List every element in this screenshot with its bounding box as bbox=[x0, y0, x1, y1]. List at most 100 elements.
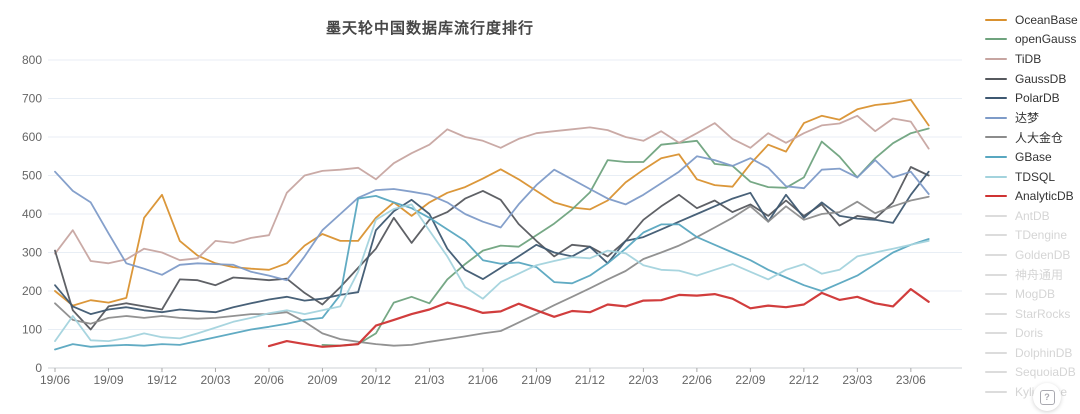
legend-item-Doris[interactable]: Doris bbox=[985, 324, 1080, 344]
x-axis-label: 21/06 bbox=[468, 373, 498, 387]
legend-item-GaussDB[interactable]: GaussDB bbox=[985, 69, 1080, 89]
legend-swatch bbox=[985, 351, 1007, 354]
legend-item-人大金仓[interactable]: 人大金仓 bbox=[985, 128, 1080, 148]
x-axis-label: 20/06 bbox=[254, 373, 284, 387]
legend-item-AnalyticDB[interactable]: AnalyticDB bbox=[985, 186, 1080, 206]
x-axis-label: 19/09 bbox=[93, 373, 123, 387]
series-line-openGauss[interactable] bbox=[321, 127, 930, 347]
legend-swatch bbox=[985, 136, 1007, 139]
series-line-GaussDB[interactable] bbox=[54, 166, 930, 331]
legend-swatch bbox=[985, 195, 1007, 198]
legend-label: TiDB bbox=[1015, 51, 1042, 66]
legend-swatch bbox=[985, 371, 1007, 374]
y-axis-label: 500 bbox=[22, 169, 42, 183]
legend-label: PolarDB bbox=[1015, 91, 1060, 106]
legend-label: 人大金仓 bbox=[1015, 130, 1064, 145]
legend-item-AntDB[interactable]: AntDB bbox=[985, 206, 1080, 226]
legend-item-MogDB[interactable]: MogDB bbox=[985, 284, 1080, 304]
y-axis-label: 200 bbox=[22, 284, 42, 298]
legend-item-神舟通用[interactable]: 神舟通用 bbox=[985, 265, 1080, 285]
legend-item-GBase[interactable]: GBase bbox=[985, 147, 1080, 167]
question-mark-icon: ? bbox=[1039, 389, 1055, 405]
legend-label: AnalyticDB bbox=[1015, 189, 1074, 204]
x-axis-label: 22/06 bbox=[682, 373, 712, 387]
x-axis-label: 21/12 bbox=[575, 373, 605, 387]
legend-swatch bbox=[985, 57, 1007, 60]
legend-item-达梦[interactable]: 达梦 bbox=[985, 108, 1080, 128]
legend-item-TDSQL[interactable]: TDSQL bbox=[985, 167, 1080, 187]
legend-label: StarRocks bbox=[1015, 306, 1071, 321]
legend-swatch bbox=[985, 97, 1007, 100]
legend-item-openGauss[interactable]: openGauss bbox=[985, 30, 1080, 50]
legend-swatch bbox=[985, 38, 1007, 41]
y-axis-label: 0 bbox=[35, 361, 42, 375]
x-axis-label: 20/12 bbox=[361, 373, 391, 387]
x-axis-label: 21/09 bbox=[521, 373, 551, 387]
legend-item-PolarDB[interactable]: PolarDB bbox=[985, 88, 1080, 108]
help-button[interactable]: ? bbox=[1033, 383, 1061, 411]
legend-label: SequoiaDB bbox=[1015, 365, 1076, 380]
chart-title: 墨天轮中国数据库流行度排行 bbox=[325, 20, 534, 37]
legend-swatch bbox=[985, 273, 1007, 276]
legend-label: GoldenDB bbox=[1015, 247, 1071, 262]
series-line-PolarDB[interactable] bbox=[54, 170, 930, 315]
x-axis-label: 22/03 bbox=[628, 373, 658, 387]
legend-item-TiDB[interactable]: TiDB bbox=[985, 49, 1080, 69]
legend-swatch bbox=[985, 175, 1007, 178]
legend-swatch bbox=[985, 253, 1007, 256]
legend-label: GBase bbox=[1015, 149, 1052, 164]
series-line-GBase[interactable] bbox=[54, 195, 930, 351]
x-axis-label: 20/09 bbox=[307, 373, 337, 387]
x-axis-label: 20/03 bbox=[200, 373, 230, 387]
x-axis-label: 22/12 bbox=[789, 373, 819, 387]
legend-item-OceanBase[interactable]: OceanBase bbox=[985, 10, 1080, 30]
legend-label: DolphinDB bbox=[1015, 345, 1073, 360]
series-line-人大金仓[interactable] bbox=[54, 195, 930, 347]
y-axis-label: 300 bbox=[22, 246, 42, 260]
legend-label: Doris bbox=[1015, 326, 1044, 341]
legend-swatch bbox=[985, 214, 1007, 217]
legend-label: TDengine bbox=[1015, 228, 1068, 243]
legend-label: openGauss bbox=[1015, 32, 1077, 47]
legend-item-GoldenDB[interactable]: GoldenDB bbox=[985, 245, 1080, 265]
series-line-AnalyticDB[interactable] bbox=[267, 288, 930, 348]
series-line-OceanBase[interactable] bbox=[54, 98, 930, 307]
series-line-TiDB[interactable] bbox=[54, 114, 930, 265]
legend-swatch bbox=[985, 18, 1007, 21]
y-axis-label: 600 bbox=[22, 130, 42, 144]
legend-swatch bbox=[985, 234, 1007, 237]
legend-swatch bbox=[985, 332, 1007, 335]
x-axis-label: 23/06 bbox=[896, 373, 926, 387]
x-axis-label: 23/03 bbox=[842, 373, 872, 387]
legend-swatch bbox=[985, 391, 1007, 394]
legend-item-SequoiaDB[interactable]: SequoiaDB bbox=[985, 363, 1080, 383]
legend-item-DolphinDB[interactable]: DolphinDB bbox=[985, 343, 1080, 363]
x-axis-label: 21/03 bbox=[414, 373, 444, 387]
y-axis-label: 400 bbox=[22, 207, 42, 221]
y-axis-label: 100 bbox=[22, 323, 42, 337]
x-axis-label: 19/06 bbox=[40, 373, 70, 387]
legend-label: 神舟通用 bbox=[1015, 268, 1064, 283]
legend-label: OceanBase bbox=[1015, 12, 1078, 27]
series-line-TDSQL[interactable] bbox=[54, 203, 930, 342]
x-axis-label: 22/09 bbox=[735, 373, 765, 387]
legend-item-StarRocks[interactable]: StarRocks bbox=[985, 304, 1080, 324]
legend-label: GaussDB bbox=[1015, 71, 1067, 86]
legend-swatch bbox=[985, 155, 1007, 158]
x-axis-label: 19/12 bbox=[147, 373, 177, 387]
legend-item-TDengine[interactable]: TDengine bbox=[985, 226, 1080, 246]
legend-label: TDSQL bbox=[1015, 169, 1056, 184]
y-axis-label: 800 bbox=[22, 53, 42, 67]
legend-label: 达梦 bbox=[1015, 111, 1040, 126]
legend: OceanBase openGauss TiDB GaussDB PolarDB 达梦人大… bbox=[985, 10, 1080, 402]
legend-swatch bbox=[985, 77, 1007, 80]
legend-label: AntDB bbox=[1015, 208, 1050, 223]
legend-swatch bbox=[985, 116, 1007, 119]
legend-label: MogDB bbox=[1015, 287, 1056, 302]
legend-swatch bbox=[985, 312, 1007, 315]
legend-swatch bbox=[985, 293, 1007, 296]
series-line-达梦[interactable] bbox=[54, 155, 930, 282]
y-axis-label: 700 bbox=[22, 92, 42, 106]
